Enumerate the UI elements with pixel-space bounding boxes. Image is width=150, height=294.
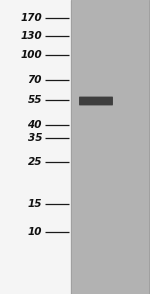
Text: 10: 10 — [27, 227, 42, 237]
FancyBboxPatch shape — [79, 97, 113, 106]
Text: 25: 25 — [27, 157, 42, 167]
Text: 55: 55 — [27, 95, 42, 105]
Text: 40: 40 — [27, 120, 42, 130]
Bar — [0, 0, 70, 294]
Text: 70: 70 — [27, 75, 42, 85]
Text: 130: 130 — [20, 31, 42, 41]
Text: 35: 35 — [27, 133, 42, 143]
Text: 100: 100 — [20, 50, 42, 60]
Bar — [70, 0, 150, 294]
Text: 170: 170 — [20, 13, 42, 23]
Text: 15: 15 — [27, 199, 42, 209]
